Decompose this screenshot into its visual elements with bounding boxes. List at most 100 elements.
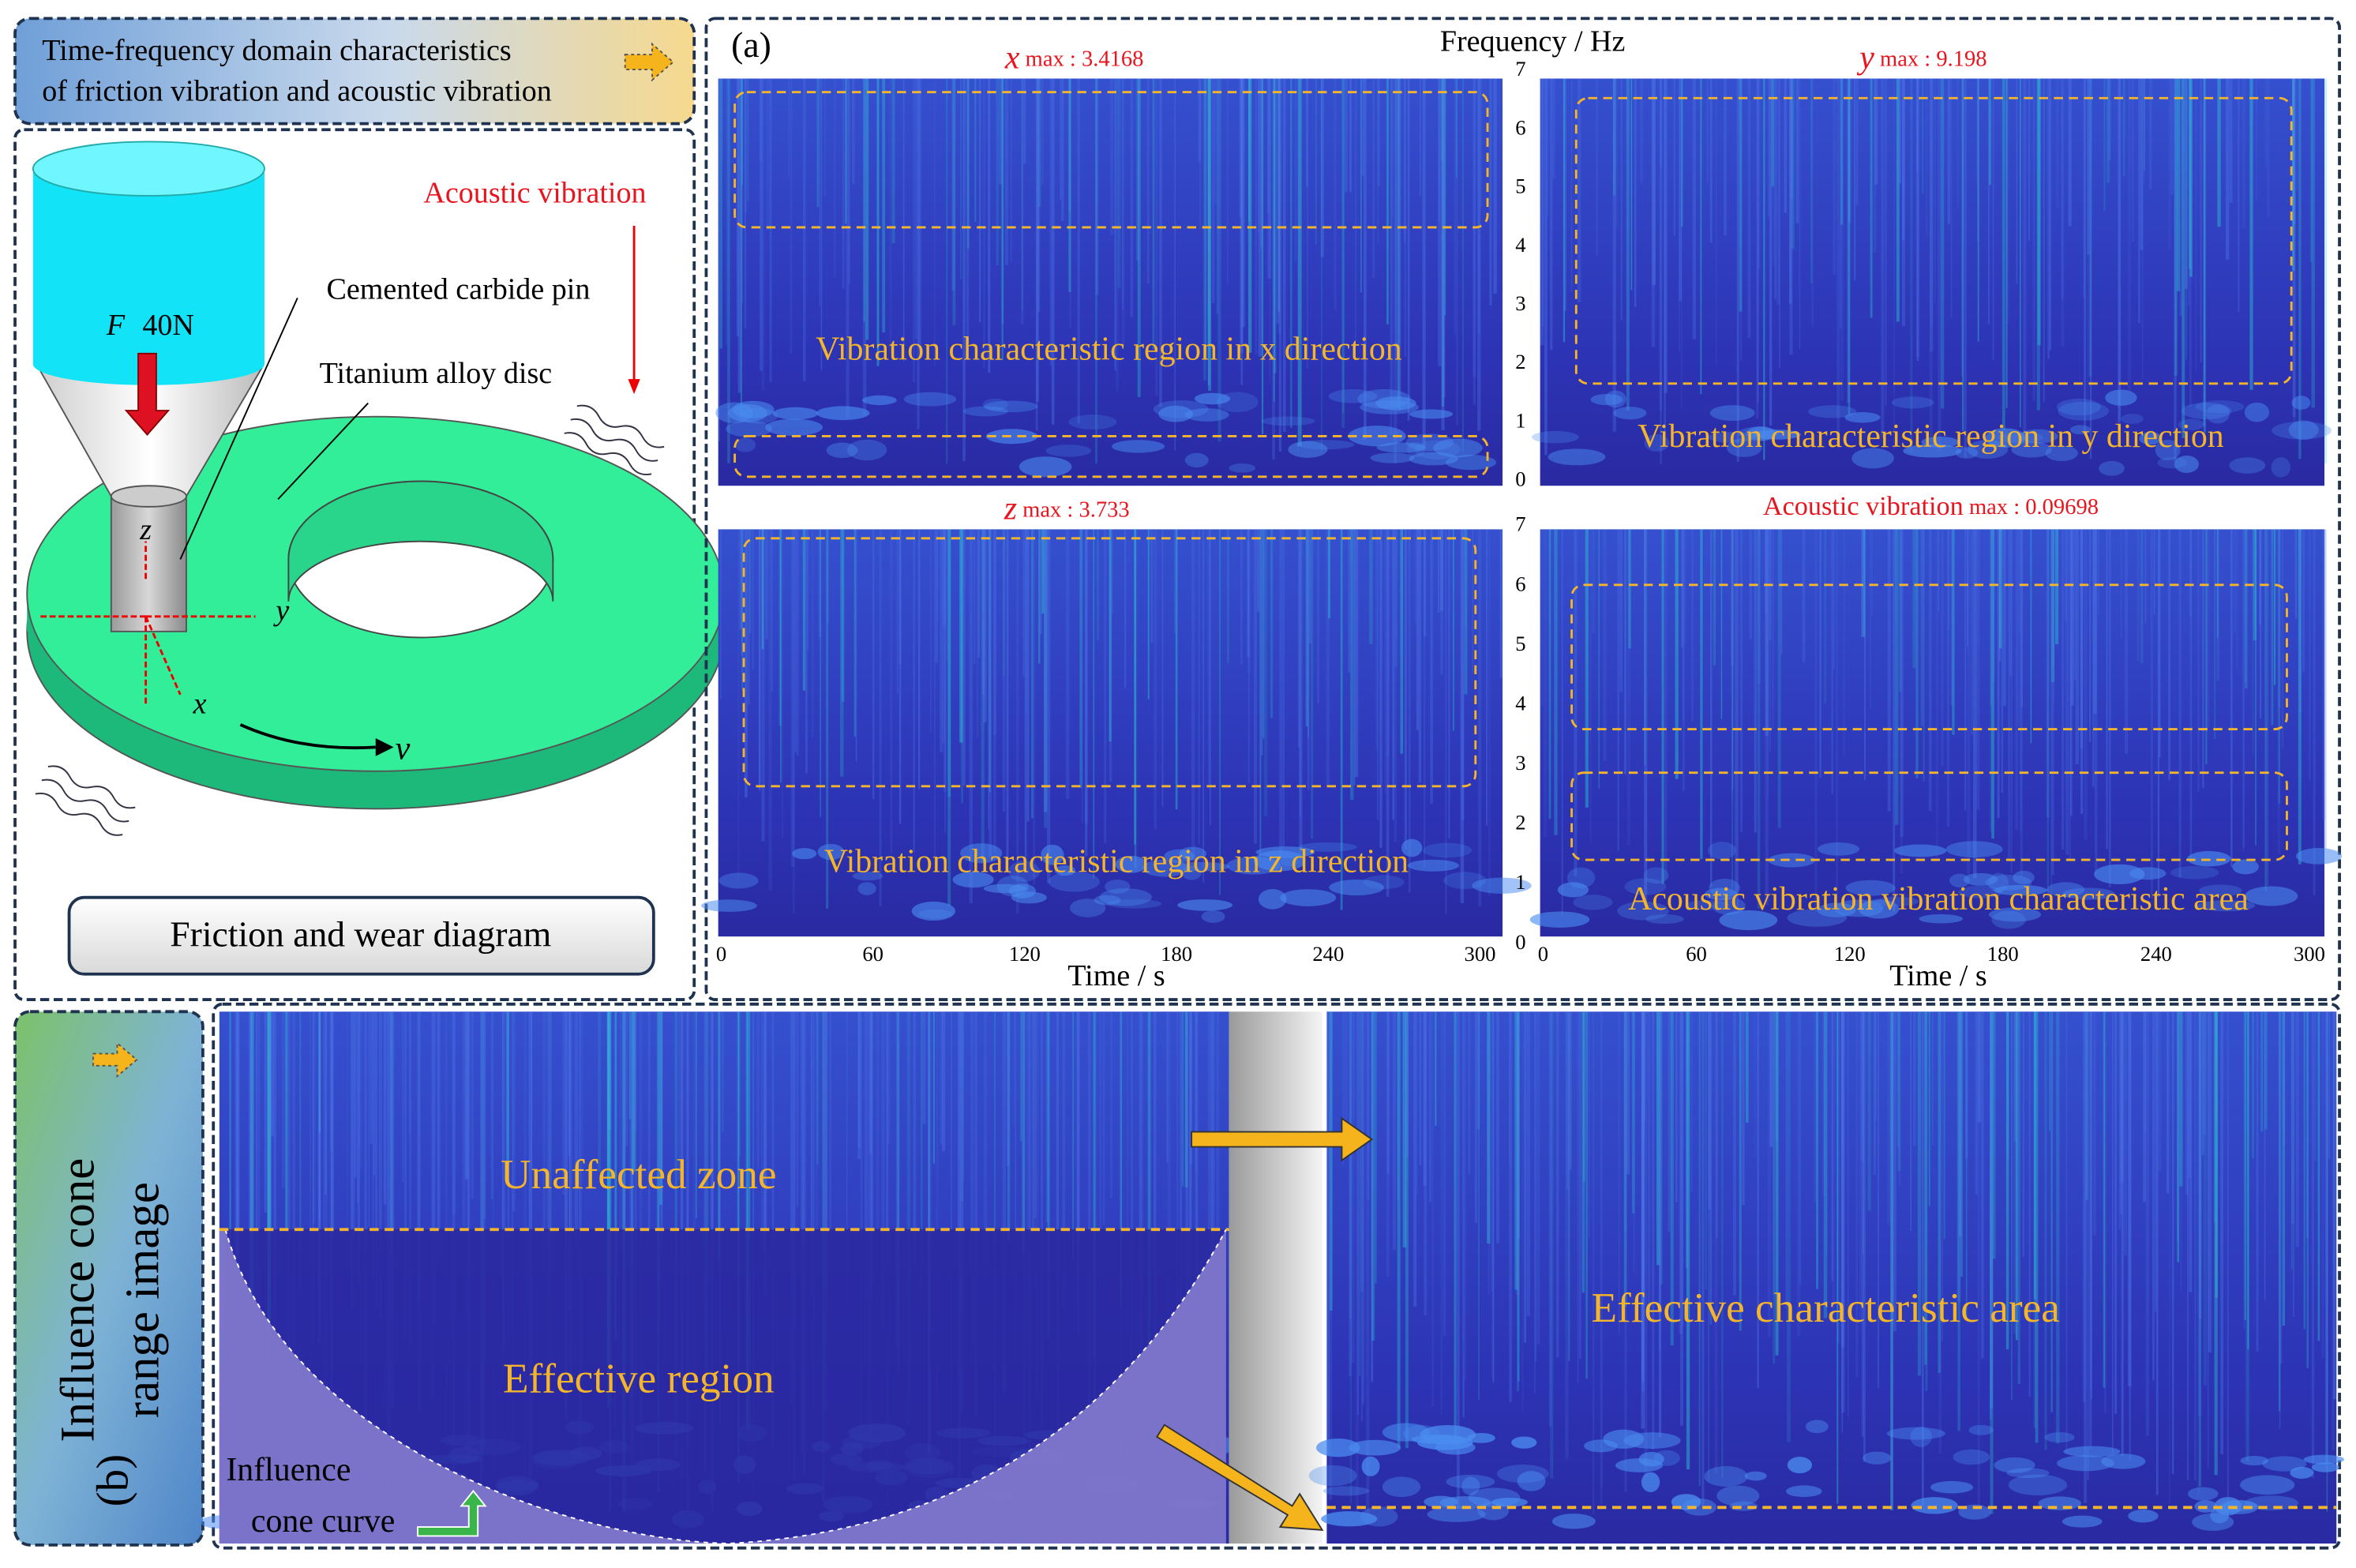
streak <box>721 78 723 163</box>
streak <box>1152 78 1155 350</box>
streak <box>2022 1011 2024 1257</box>
blob <box>1613 407 1647 420</box>
streak <box>1941 529 1944 766</box>
streak <box>1202 78 1207 381</box>
streak <box>1757 529 1761 909</box>
streak <box>1045 1011 1049 1222</box>
streak <box>1535 1011 1537 1362</box>
streak <box>1652 78 1656 286</box>
streak <box>2201 1011 2204 1156</box>
streak <box>1644 1011 1648 1478</box>
streak <box>2182 78 2185 438</box>
streak <box>1429 1011 1431 1203</box>
streak <box>959 1011 964 1412</box>
streak <box>959 529 963 743</box>
time-tick-label: 180 <box>1987 942 2019 966</box>
streak <box>989 529 992 857</box>
streak <box>1353 529 1356 786</box>
streak <box>1267 78 1271 279</box>
blob <box>983 883 1027 894</box>
streak <box>816 1011 819 1165</box>
streak <box>2298 529 2302 865</box>
streak <box>820 78 823 370</box>
streak <box>249 1011 253 1441</box>
streak <box>1464 1011 1467 1380</box>
streak <box>930 529 932 733</box>
streak <box>747 529 751 705</box>
blob <box>960 843 1003 864</box>
streak <box>1420 78 1421 197</box>
streak <box>790 78 793 354</box>
streak <box>1109 529 1112 782</box>
streak <box>1326 529 1330 787</box>
streak <box>1159 78 1162 407</box>
axis-arrow <box>144 616 182 696</box>
streak <box>2303 1011 2305 1330</box>
streak <box>846 78 850 418</box>
streak <box>2274 529 2276 685</box>
streak <box>744 529 748 797</box>
streak <box>1147 529 1150 700</box>
streak <box>2236 529 2238 670</box>
streak <box>2282 1011 2286 1326</box>
streak <box>1495 1011 1499 1244</box>
header-title: of friction vibration and acoustic vibra… <box>42 74 552 107</box>
streak <box>2295 1011 2299 1247</box>
streak <box>1093 1011 1096 1359</box>
streak <box>2124 529 2129 754</box>
blob <box>2056 398 2101 416</box>
streak <box>829 1011 831 1236</box>
streak <box>780 529 782 783</box>
streak <box>1841 1011 1844 1145</box>
streak <box>2324 78 2327 463</box>
time-tick-label: 60 <box>862 942 884 966</box>
streak <box>1104 529 1107 843</box>
streak <box>1135 529 1138 871</box>
streak <box>1328 1011 1333 1500</box>
streak <box>1566 1011 1570 1190</box>
streak <box>1832 1011 1836 1319</box>
streak <box>1935 529 1939 858</box>
streak <box>886 1011 888 1266</box>
streak <box>1317 529 1320 704</box>
blob <box>1859 899 1900 919</box>
header-title: Time-frequency domain characteristics <box>42 34 511 67</box>
streak <box>1640 78 1643 184</box>
streak <box>574 1011 579 1251</box>
blob <box>2038 1496 2082 1510</box>
blob <box>1360 1506 1398 1527</box>
streak <box>1330 1011 1333 1311</box>
streak <box>2194 1011 2197 1481</box>
streak <box>1020 1011 1022 1142</box>
streak <box>264 1011 267 1214</box>
streak <box>2103 1011 2106 1388</box>
streak <box>2260 1011 2264 1132</box>
streak <box>944 529 947 834</box>
streak <box>1814 1011 1817 1203</box>
streak <box>404 1011 407 1339</box>
blob <box>1617 901 1669 921</box>
blob <box>2192 1513 2234 1531</box>
streak <box>759 78 763 161</box>
streak <box>727 78 730 463</box>
streak <box>2281 529 2284 749</box>
blob <box>1744 1471 1767 1481</box>
streak <box>845 78 847 224</box>
streak <box>2087 78 2089 417</box>
streak <box>2061 529 2065 850</box>
blob <box>2044 1431 2075 1443</box>
streak <box>1889 1011 1893 1507</box>
blob <box>817 843 845 861</box>
blob <box>1845 880 1896 896</box>
streak <box>1841 1011 1845 1413</box>
streak <box>1127 1011 1129 1437</box>
streak <box>1670 1011 1674 1345</box>
streak <box>1685 1011 1688 1269</box>
streak <box>1855 78 1859 205</box>
streak <box>1440 1011 1443 1415</box>
streak <box>1155 78 1158 396</box>
streak <box>1915 78 1919 171</box>
blob <box>1433 438 1483 458</box>
streak <box>390 1011 393 1254</box>
streak <box>1490 1011 1494 1292</box>
